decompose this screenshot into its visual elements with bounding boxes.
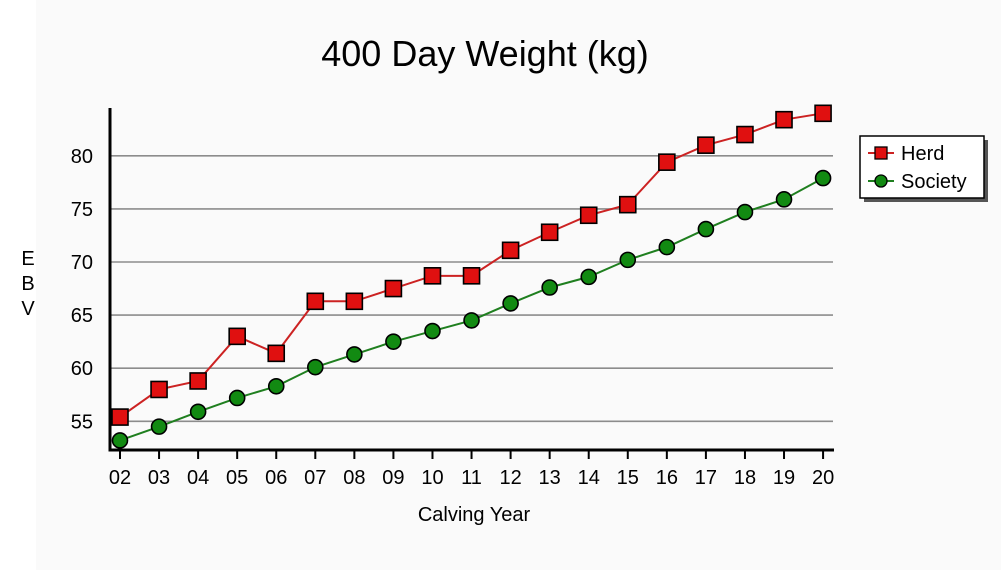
data-point xyxy=(346,346,363,363)
data-point xyxy=(462,267,481,285)
series-line-society xyxy=(119,177,824,442)
data-point xyxy=(658,238,676,256)
y-tick-label: 80 xyxy=(71,146,93,168)
axes xyxy=(108,108,834,459)
data-point xyxy=(385,333,402,350)
data-point xyxy=(267,344,286,363)
y-axis-label-char: E xyxy=(21,248,34,270)
x-tick-labels: 02 03 04 05 06 07 08 09 10 11 12 13 14 15 16 17 18 19 20 xyxy=(109,467,834,489)
x-tick-label: 16 xyxy=(656,467,678,489)
data-point xyxy=(502,295,519,312)
data-point xyxy=(814,104,832,123)
data-point xyxy=(267,377,285,395)
data-point xyxy=(775,110,793,129)
data-point xyxy=(306,358,324,376)
data-point xyxy=(189,403,207,421)
chart-background xyxy=(36,0,1001,570)
y-axis-label: EBV xyxy=(21,248,35,320)
legend-label: Herd xyxy=(901,143,944,165)
x-tick-label: 13 xyxy=(539,467,561,489)
data-point xyxy=(345,292,364,311)
data-point xyxy=(658,153,676,171)
data-point xyxy=(697,220,715,238)
data-point xyxy=(111,408,129,426)
y-tick-label: 75 xyxy=(71,199,93,221)
x-tick-label: 19 xyxy=(773,467,795,489)
chart-title: 400 Day Weight (kg) xyxy=(321,33,648,74)
data-point xyxy=(736,203,754,221)
data-point xyxy=(423,267,442,285)
data-point xyxy=(306,292,325,311)
data-point xyxy=(580,268,598,286)
x-tick-label: 14 xyxy=(578,467,600,489)
x-tick-label: 17 xyxy=(695,467,717,489)
x-tick-label: 07 xyxy=(304,467,326,489)
data-point xyxy=(579,206,598,225)
data-point xyxy=(150,380,168,399)
data-point xyxy=(736,125,754,144)
data-point xyxy=(424,322,441,340)
x-tick-label: 18 xyxy=(734,467,756,489)
x-tick-label: 09 xyxy=(382,467,404,489)
data-point xyxy=(150,418,168,435)
data-point xyxy=(618,195,637,214)
data-point xyxy=(189,372,207,390)
x-tick-label: 12 xyxy=(499,467,521,489)
x-tick-label: 11 xyxy=(461,467,482,489)
legend-marker xyxy=(874,174,888,188)
data-point xyxy=(814,169,832,187)
data-point xyxy=(540,223,559,242)
y-tick-label: 60 xyxy=(71,358,93,380)
data-point xyxy=(697,136,715,154)
x-tick-label: 06 xyxy=(265,467,287,489)
y-tick-labels: 55 60 65 70 75 80 xyxy=(71,146,93,434)
data-point xyxy=(619,251,637,269)
x-tick-label: 15 xyxy=(617,467,639,489)
legend-marker xyxy=(874,146,888,160)
y-tick-label: 70 xyxy=(71,252,93,274)
x-axis-label: Calving Year xyxy=(418,504,531,526)
data-point xyxy=(463,312,480,329)
y-axis-label-char: V xyxy=(21,298,35,320)
y-tick-label: 55 xyxy=(71,411,93,433)
data-point xyxy=(228,389,246,407)
x-tick-label: 04 xyxy=(187,467,209,489)
series-layer xyxy=(111,104,832,449)
data-point xyxy=(501,241,520,260)
series-line-herd xyxy=(119,112,824,418)
x-tick-label: 03 xyxy=(148,467,170,489)
y-axis-label-char: B xyxy=(21,273,34,295)
gridlines xyxy=(110,154,833,423)
x-tick-label: 20 xyxy=(812,467,834,489)
x-tick-label: 05 xyxy=(226,467,248,489)
x-tick-label: 08 xyxy=(343,467,365,489)
data-point xyxy=(111,432,129,449)
y-tick-label: 65 xyxy=(71,305,93,327)
x-tick-label: 02 xyxy=(109,467,131,489)
legend-box xyxy=(859,135,985,199)
legend: Herd Society xyxy=(859,135,988,202)
data-point xyxy=(541,279,558,296)
series-herd xyxy=(111,104,832,426)
data-point xyxy=(775,191,793,208)
series-society xyxy=(111,169,832,449)
data-point xyxy=(228,327,246,346)
data-point xyxy=(384,279,403,298)
legend-label: Society xyxy=(901,171,967,193)
x-tick-label: 10 xyxy=(421,467,443,489)
